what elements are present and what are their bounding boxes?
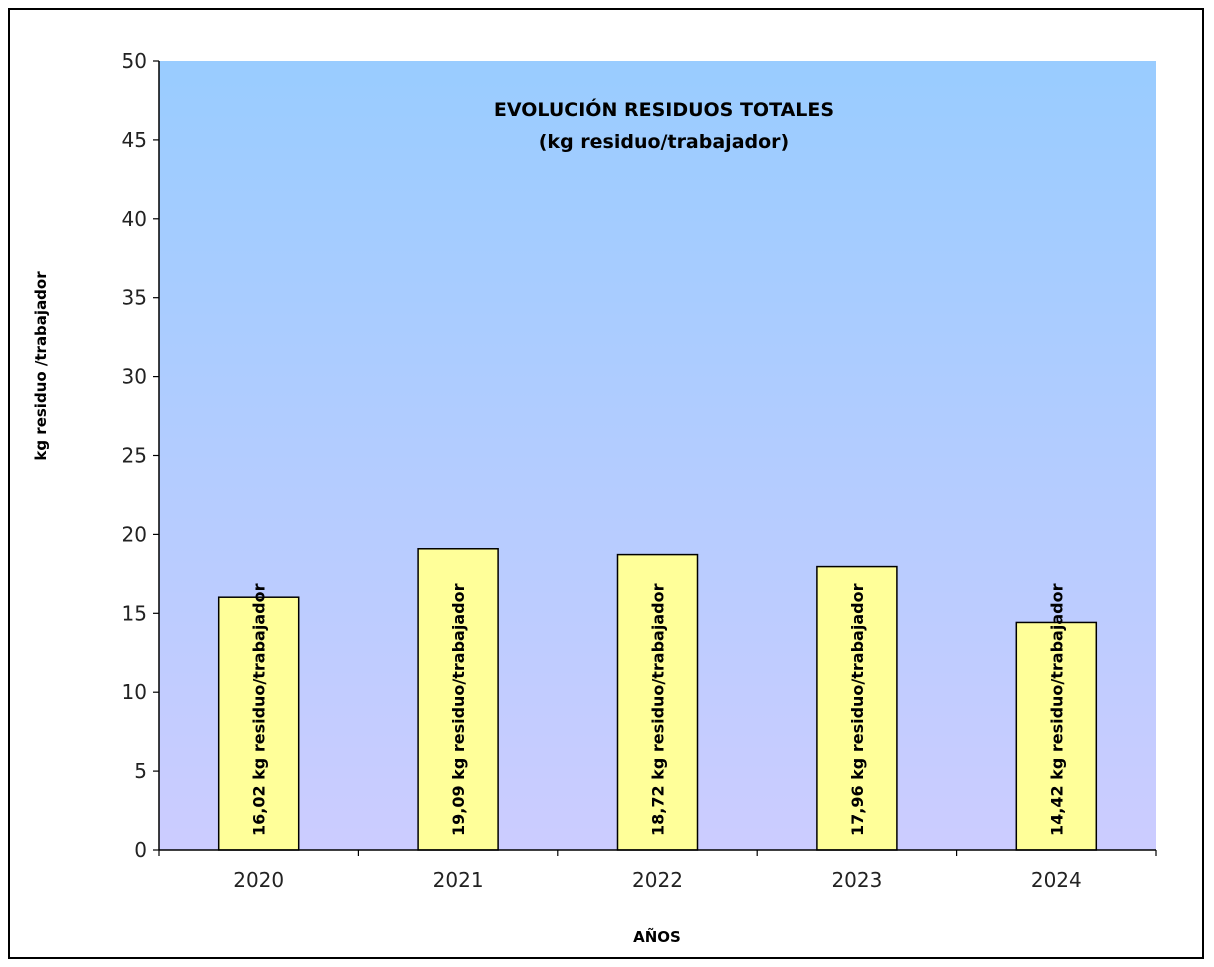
chart-title: EVOLUCIÓN RESIDUOS TOTALES bbox=[494, 97, 834, 121]
y-tick-label: 10 bbox=[122, 680, 147, 704]
y-tick-label: 25 bbox=[122, 444, 147, 468]
chart-subtitle: (kg residuo/trabajador) bbox=[539, 131, 789, 153]
bar-data-label: 14,42 kg residuo/trabajador bbox=[1047, 583, 1066, 836]
axes-group: 0 5 10 15 20 25 30 35 40 45 50 2020 2021 2022 2023 2024 bbox=[122, 49, 1157, 892]
y-tick-label: 0 bbox=[134, 838, 147, 862]
x-tick-label: 2024 bbox=[1031, 868, 1082, 892]
bar-2021 bbox=[417, 548, 499, 851]
y-tick-label: 20 bbox=[122, 522, 147, 546]
bar-data-label: 17,96 kg residuo/trabajador bbox=[848, 583, 867, 836]
bar-data-label: 16,02 kg residuo/trabajador bbox=[250, 583, 269, 836]
y-tick-label: 30 bbox=[122, 365, 147, 389]
chart-frame: 16,02 kg residuo/trabajador 19,09 kg resi… bbox=[8, 8, 1204, 959]
bar-2024 bbox=[1015, 621, 1098, 851]
bar-2023 bbox=[816, 565, 898, 851]
bars-group: 16,02 kg residuo/trabajador 19,09 kg resi… bbox=[217, 548, 1098, 851]
x-tick-label: 2020 bbox=[233, 868, 284, 892]
y-tick-label: 15 bbox=[122, 601, 147, 625]
y-tick-label: 45 bbox=[122, 128, 147, 152]
x-tick-label: 2022 bbox=[632, 868, 683, 892]
x-tick-label: 2021 bbox=[433, 868, 484, 892]
y-tick-label: 35 bbox=[122, 286, 147, 310]
bar-2020 bbox=[217, 596, 300, 851]
y-tick-label: 5 bbox=[134, 759, 147, 783]
x-tick-label: 2023 bbox=[831, 868, 882, 892]
bar-data-label: 19,09 kg residuo/trabajador bbox=[449, 583, 468, 836]
x-axis-title: AÑOS bbox=[633, 927, 681, 946]
y-tick-label: 50 bbox=[122, 49, 147, 73]
bar-2022 bbox=[616, 553, 699, 851]
bar-chart: 16,02 kg residuo/trabajador 19,09 kg resi… bbox=[32, 49, 1157, 946]
y-axis-title: kg residuo /trabajador bbox=[32, 271, 50, 461]
bar-data-label: 18,72 kg residuo/trabajador bbox=[649, 583, 668, 836]
y-tick-label: 40 bbox=[122, 207, 147, 231]
